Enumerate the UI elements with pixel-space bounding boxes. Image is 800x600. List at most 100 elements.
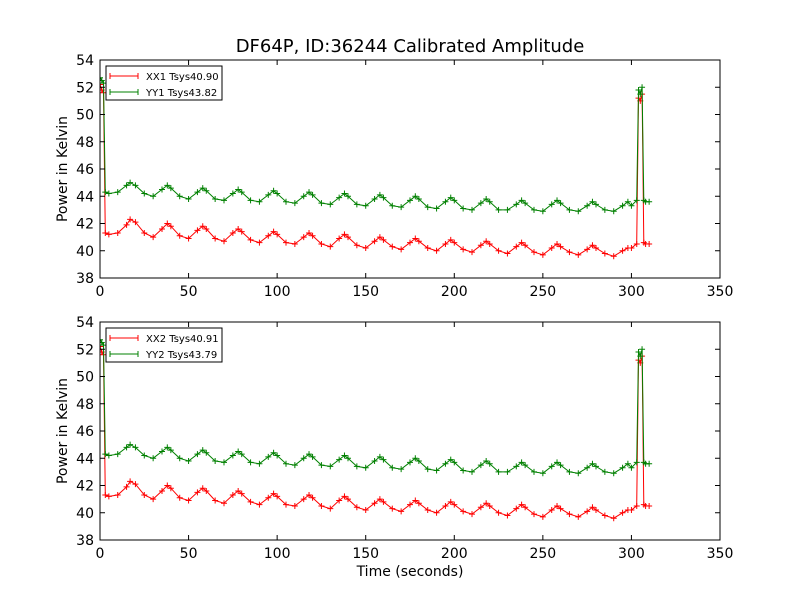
x-tick-label: 150 bbox=[352, 284, 379, 300]
data-point bbox=[291, 200, 298, 207]
legend-marker bbox=[109, 73, 139, 79]
data-point bbox=[123, 182, 130, 189]
legend-entry-label: YY2 Tsys43.79 bbox=[145, 350, 217, 361]
y-tick-label: 46 bbox=[76, 424, 94, 440]
data-point bbox=[593, 463, 599, 470]
data-point bbox=[123, 483, 130, 490]
data-point bbox=[274, 452, 281, 459]
y-tick-label: 48 bbox=[76, 397, 94, 413]
data-point bbox=[398, 204, 405, 211]
data-point bbox=[380, 236, 387, 243]
data-point bbox=[539, 208, 546, 215]
data-point bbox=[291, 502, 298, 509]
y-tick-label: 40 bbox=[76, 506, 94, 522]
data-point bbox=[639, 346, 646, 353]
data-point bbox=[619, 509, 626, 516]
data-point bbox=[589, 504, 596, 511]
data-point bbox=[114, 189, 121, 196]
data-point bbox=[518, 197, 525, 204]
data-point bbox=[539, 251, 546, 258]
data-point bbox=[646, 460, 653, 467]
data-point bbox=[486, 502, 493, 509]
data-point bbox=[633, 197, 640, 204]
y-tick-label: 52 bbox=[76, 342, 94, 358]
data-point bbox=[150, 496, 157, 503]
data-point bbox=[309, 191, 316, 198]
data-point bbox=[265, 494, 272, 501]
data-point bbox=[176, 455, 183, 462]
data-point bbox=[442, 240, 449, 247]
data-point bbox=[518, 459, 525, 466]
x-tick-label: 350 bbox=[707, 546, 734, 562]
legend-entry-label: XX1 Tsys40.90 bbox=[146, 72, 219, 83]
data-point bbox=[619, 202, 626, 209]
data-point bbox=[318, 240, 325, 247]
data-point bbox=[646, 240, 653, 247]
legend-marker bbox=[109, 335, 139, 341]
data-point bbox=[504, 250, 511, 257]
data-point bbox=[584, 246, 591, 253]
data-point bbox=[398, 246, 405, 253]
data-point bbox=[566, 249, 573, 256]
data-point bbox=[235, 186, 242, 193]
data-point bbox=[522, 504, 529, 511]
data-point bbox=[150, 455, 157, 462]
data-point bbox=[238, 490, 245, 497]
data-point bbox=[610, 208, 617, 215]
data-point bbox=[483, 195, 490, 202]
x-tick-label: 100 bbox=[264, 284, 291, 300]
y-tick-label: 50 bbox=[76, 370, 94, 386]
data-point bbox=[646, 502, 653, 509]
data-point bbox=[412, 193, 419, 200]
data-point bbox=[433, 467, 440, 474]
data-point bbox=[589, 460, 596, 467]
panels: 0 50 100 150 200 250 300 350 38 40 42 44 46 48 50 52 54 P… bbox=[55, 53, 733, 580]
data-point bbox=[557, 462, 564, 469]
y-tick-label: 54 bbox=[76, 315, 94, 331]
data-point bbox=[460, 508, 467, 515]
y-tick-label: 44 bbox=[76, 451, 94, 467]
data-point bbox=[522, 242, 529, 249]
data-point bbox=[256, 198, 263, 205]
x-tick-label: 150 bbox=[352, 546, 379, 562]
data-point bbox=[336, 235, 343, 242]
x-tick-label: 250 bbox=[529, 546, 556, 562]
data-point bbox=[102, 492, 109, 499]
data-point bbox=[199, 223, 206, 230]
data-point bbox=[495, 468, 502, 475]
y-tick-label: 48 bbox=[76, 135, 94, 151]
data-point bbox=[353, 463, 360, 470]
data-point bbox=[221, 238, 227, 245]
data-point bbox=[336, 194, 343, 201]
data-point bbox=[102, 451, 109, 458]
data-point bbox=[238, 451, 245, 458]
x-tick-label: 350 bbox=[707, 284, 734, 300]
data-point bbox=[283, 198, 289, 205]
data-point bbox=[159, 186, 165, 193]
y-tick-label: 50 bbox=[76, 108, 94, 124]
data-point bbox=[486, 198, 493, 205]
x-tick-label: 300 bbox=[618, 284, 645, 300]
data-point bbox=[127, 478, 134, 485]
data-point bbox=[486, 460, 493, 467]
data-point bbox=[407, 459, 413, 466]
data-point bbox=[513, 463, 520, 470]
data-point bbox=[442, 460, 449, 467]
data-point bbox=[306, 230, 313, 237]
data-point bbox=[460, 467, 467, 474]
data-point bbox=[221, 197, 227, 204]
data-point bbox=[633, 502, 640, 509]
data-point bbox=[353, 242, 360, 249]
data-point bbox=[336, 497, 343, 504]
data-point bbox=[371, 457, 378, 464]
data-point bbox=[141, 492, 148, 499]
data-point bbox=[176, 232, 183, 239]
panel-1: 0 50 100 150 200 250 300 350 38 40 42 44 46 48 50 52 54 P… bbox=[55, 53, 733, 300]
data-point bbox=[185, 195, 192, 202]
data-point bbox=[132, 219, 139, 226]
data-point bbox=[194, 227, 201, 234]
data-point bbox=[442, 198, 449, 205]
data-point bbox=[199, 185, 206, 192]
data-point bbox=[495, 247, 502, 254]
data-point bbox=[619, 247, 626, 254]
